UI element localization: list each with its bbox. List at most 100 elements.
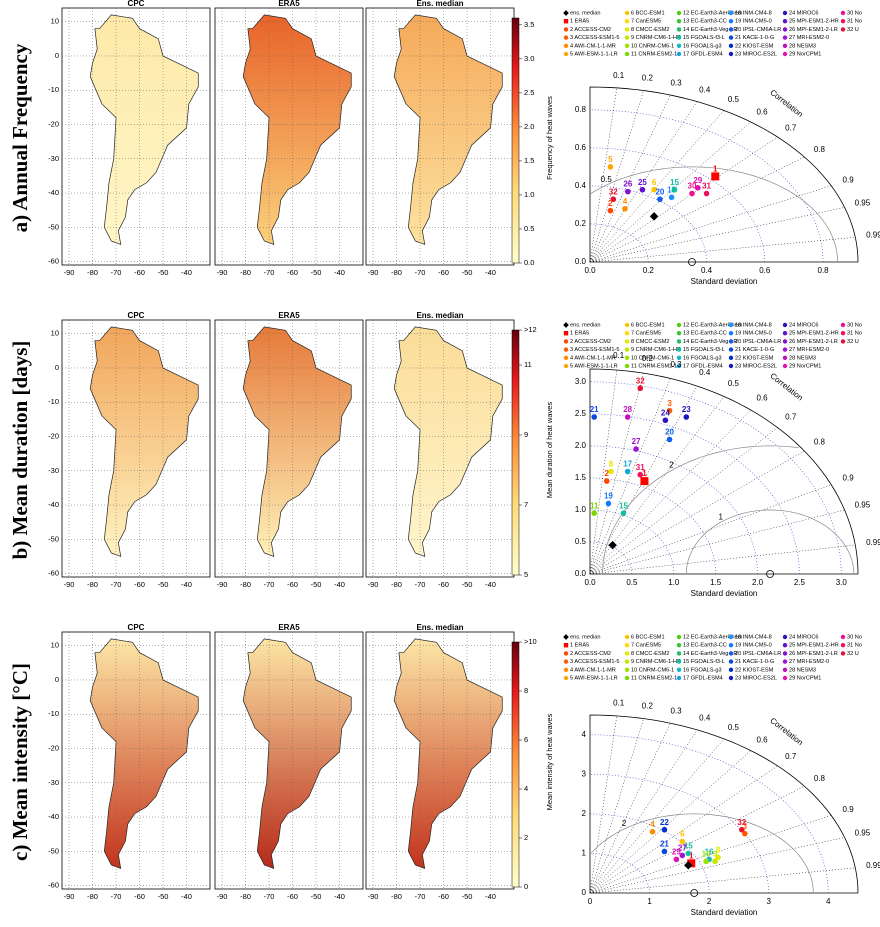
legend-marker bbox=[728, 35, 734, 40]
correlation-tick-label: 0.99 bbox=[866, 861, 880, 870]
correlation-tick-label: 0.8 bbox=[814, 774, 826, 783]
legend-marker bbox=[624, 27, 630, 32]
correlation-tick-label: 0.5 bbox=[728, 379, 740, 388]
legend-marker bbox=[624, 667, 630, 672]
legend-marker bbox=[624, 35, 630, 40]
legend-marker bbox=[563, 634, 569, 640]
legend-marker bbox=[676, 643, 682, 648]
lon-tick-label: -40 bbox=[334, 892, 345, 901]
lat-tick-label: -40 bbox=[48, 188, 59, 197]
point-label: 3 bbox=[743, 822, 748, 831]
point-label: 31 bbox=[636, 463, 645, 472]
land bbox=[89, 638, 199, 869]
point bbox=[666, 436, 673, 443]
point bbox=[715, 854, 721, 861]
point-label: 16 bbox=[705, 847, 714, 856]
legend-label: 14 EC-Earth3-Veg-LR bbox=[683, 339, 737, 345]
point-label: 32 bbox=[737, 818, 746, 827]
point bbox=[679, 852, 686, 859]
point-label: 2 bbox=[608, 199, 613, 208]
legend-marker bbox=[563, 643, 569, 648]
legend-label: 2 ACCESS-CM2 bbox=[570, 651, 611, 657]
legend-label: 11 CNRM-ESM2-1 bbox=[631, 675, 677, 681]
lon-tick-label: -90 bbox=[217, 580, 228, 589]
legend-marker bbox=[782, 27, 788, 32]
legend-label: 20 IPSL-CM6A-LR bbox=[735, 651, 781, 657]
correlation-tick-label: 0.9 bbox=[843, 175, 855, 184]
point bbox=[649, 828, 656, 835]
point bbox=[610, 196, 617, 203]
lon-tick-label: -90 bbox=[217, 892, 228, 901]
reference-point bbox=[766, 570, 774, 578]
legend-label: 8 CMCC-ESM2 bbox=[631, 27, 670, 33]
lon-tick-label: -50 bbox=[311, 892, 322, 901]
row-label: b) Mean duration [days] bbox=[8, 341, 32, 560]
legend-label: 30 No bbox=[847, 634, 862, 640]
lon-tick-label: -70 bbox=[111, 580, 122, 589]
lon-tick-label: -50 bbox=[311, 580, 322, 589]
legend-marker bbox=[728, 27, 734, 32]
legend-label: 32 U bbox=[847, 27, 859, 33]
lon-tick-label: -50 bbox=[158, 892, 169, 901]
correlation-tick-label: 0.2 bbox=[642, 74, 654, 83]
correlation-tick-label: 0.9 bbox=[843, 473, 855, 482]
legend-marker bbox=[676, 675, 682, 681]
lat-tick-label: -30 bbox=[48, 778, 59, 787]
correlation-tick-label: 0.2 bbox=[642, 354, 654, 363]
sd-circle bbox=[589, 774, 769, 894]
lon-tick-label: -70 bbox=[415, 580, 426, 589]
point-label: 8 bbox=[716, 846, 721, 855]
legend-label: 32 U bbox=[847, 339, 859, 345]
legend-label: 29 NorCPM1 bbox=[789, 675, 821, 681]
legend-label: 24 MIROC6 bbox=[789, 634, 819, 640]
legend-label: 31 No bbox=[847, 643, 862, 649]
legend-label: 20 IPSL-CM6A-LR bbox=[735, 339, 781, 345]
legend-label: 14 EC-Earth3-Veg-LR bbox=[683, 27, 737, 33]
correlation-tick-label: 0.6 bbox=[756, 394, 768, 403]
lon-tick-label: -40 bbox=[485, 580, 496, 589]
correlation-ray bbox=[589, 427, 778, 575]
legend-label: 2 ACCESS-CM2 bbox=[570, 27, 611, 33]
legend-marker bbox=[782, 634, 788, 640]
colorbar-tick-label: >12 bbox=[524, 325, 537, 334]
legend-marker bbox=[563, 51, 569, 57]
legend-label: 12 EC-Earth3-AerChem bbox=[683, 634, 743, 640]
correlation-ray bbox=[589, 718, 644, 894]
legend-label: 14 EC-Earth3-Veg-LR bbox=[683, 651, 737, 657]
legend-marker bbox=[676, 347, 682, 352]
legend-marker bbox=[563, 651, 569, 656]
colorbar-label: Mean intensity of heat waves bbox=[545, 713, 554, 810]
legend-label: 29 NorCPM1 bbox=[789, 51, 821, 57]
colorbar-tick-label: 11 bbox=[524, 360, 532, 369]
point-label: 1 bbox=[642, 469, 647, 478]
legend-label: 19 INM-CM5-0 bbox=[735, 19, 772, 25]
lon-tick-label: -40 bbox=[181, 268, 192, 277]
point-label: 31 bbox=[702, 182, 711, 191]
point-label: 32 bbox=[636, 376, 645, 385]
legend-marker bbox=[782, 331, 788, 336]
lon-tick-label: -40 bbox=[181, 892, 192, 901]
x-axis-label: Standard deviation bbox=[691, 908, 758, 917]
lon-tick-label: -80 bbox=[87, 580, 98, 589]
legend-marker bbox=[676, 322, 682, 328]
y-tick-label: 2.0 bbox=[575, 441, 587, 450]
correlation-tick-label: 0.1 bbox=[613, 351, 625, 360]
legend-marker bbox=[782, 43, 788, 48]
legend-marker bbox=[782, 675, 788, 681]
legend-marker bbox=[782, 322, 788, 328]
reference-point bbox=[690, 889, 699, 897]
correlation-tick-label: 0.95 bbox=[855, 829, 871, 838]
legend-label: 7 CanESM5 bbox=[631, 19, 661, 25]
correlation-ray bbox=[589, 785, 805, 894]
legend-marker bbox=[563, 363, 569, 369]
legend-label: 3 ACCESS-ESM1-5 bbox=[570, 659, 619, 665]
land bbox=[393, 638, 503, 869]
legend-marker bbox=[782, 339, 788, 344]
legend-marker bbox=[676, 363, 682, 369]
point-label: 20 bbox=[655, 187, 664, 196]
lat-tick-label: -50 bbox=[48, 534, 59, 543]
point-label: 11 bbox=[590, 501, 599, 510]
point bbox=[608, 540, 617, 550]
legend-marker bbox=[728, 675, 734, 681]
lat-tick-label: -40 bbox=[48, 812, 59, 821]
